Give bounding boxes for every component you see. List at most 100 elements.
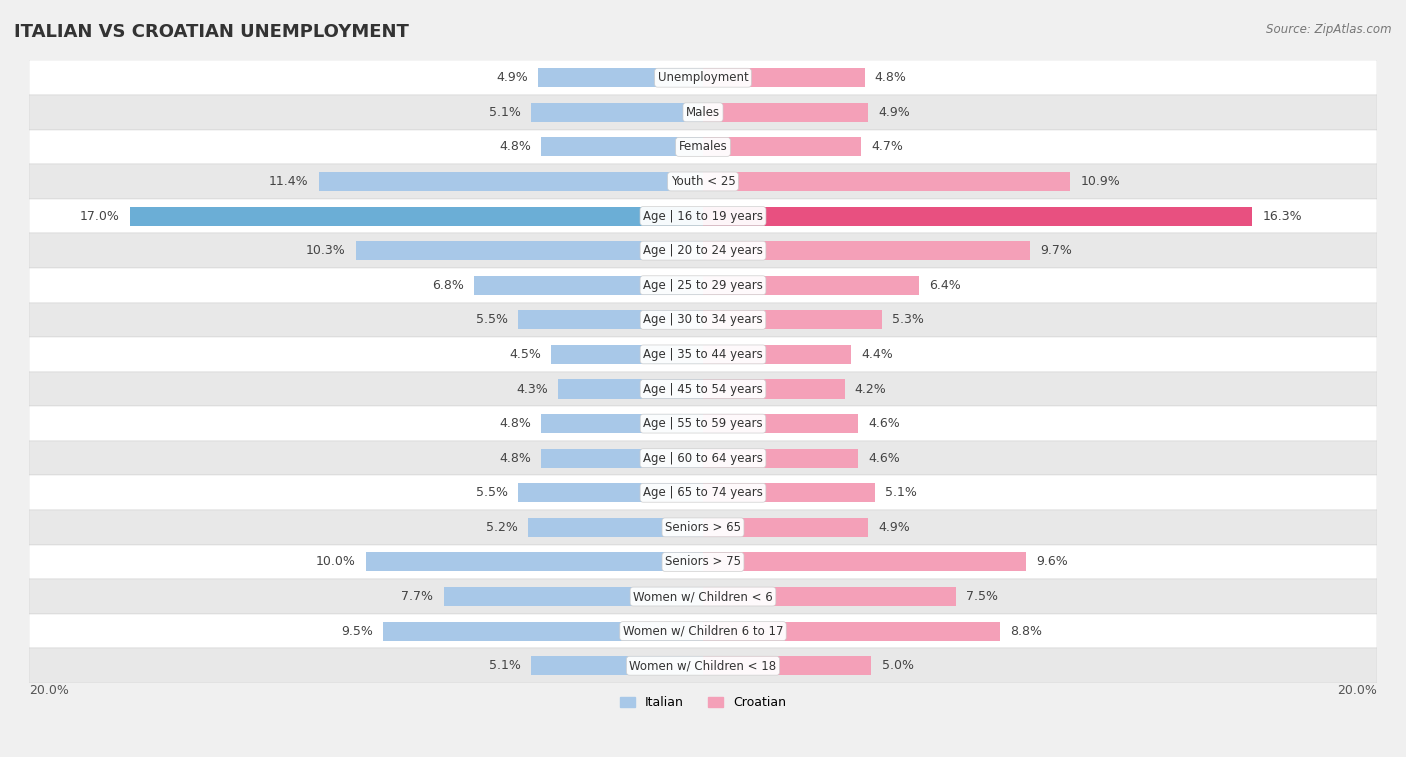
Bar — [531, 656, 703, 675]
Text: 9.5%: 9.5% — [340, 625, 373, 637]
Text: 5.3%: 5.3% — [891, 313, 924, 326]
Text: 7.5%: 7.5% — [966, 590, 998, 603]
Text: 4.2%: 4.2% — [855, 382, 886, 395]
Bar — [541, 137, 703, 157]
Bar — [30, 614, 1376, 649]
Bar — [527, 518, 703, 537]
Text: Seniors > 75: Seniors > 75 — [665, 556, 741, 569]
Bar — [703, 518, 868, 537]
Text: Age | 55 to 59 years: Age | 55 to 59 years — [643, 417, 763, 430]
Bar — [558, 379, 703, 398]
Bar — [703, 379, 845, 398]
Bar — [474, 276, 703, 294]
Text: Age | 35 to 44 years: Age | 35 to 44 years — [643, 348, 763, 361]
Text: Women w/ Children < 6: Women w/ Children < 6 — [633, 590, 773, 603]
Text: Females: Females — [679, 140, 727, 154]
Text: 6.8%: 6.8% — [432, 279, 464, 291]
Text: Source: ZipAtlas.com: Source: ZipAtlas.com — [1267, 23, 1392, 36]
Text: 5.0%: 5.0% — [882, 659, 914, 672]
Text: 10.0%: 10.0% — [316, 556, 356, 569]
Text: ITALIAN VS CROATIAN UNEMPLOYMENT: ITALIAN VS CROATIAN UNEMPLOYMENT — [14, 23, 409, 41]
Text: 9.7%: 9.7% — [1040, 245, 1071, 257]
Bar — [356, 241, 703, 260]
Bar — [703, 310, 882, 329]
Text: 9.6%: 9.6% — [1036, 556, 1069, 569]
Bar — [30, 407, 1376, 441]
Bar — [30, 95, 1376, 129]
Text: 4.8%: 4.8% — [499, 452, 531, 465]
Text: 4.3%: 4.3% — [516, 382, 548, 395]
Text: 10.9%: 10.9% — [1080, 175, 1121, 188]
Bar — [703, 621, 1000, 640]
Text: Age | 60 to 64 years: Age | 60 to 64 years — [643, 452, 763, 465]
Text: 7.7%: 7.7% — [402, 590, 433, 603]
Text: 6.4%: 6.4% — [929, 279, 960, 291]
Text: Age | 45 to 54 years: Age | 45 to 54 years — [643, 382, 763, 395]
Bar — [703, 449, 858, 468]
Text: Unemployment: Unemployment — [658, 71, 748, 84]
Bar — [30, 441, 1376, 475]
Bar — [703, 553, 1026, 572]
Text: 4.4%: 4.4% — [862, 348, 893, 361]
Bar — [703, 172, 1070, 191]
Text: Age | 25 to 29 years: Age | 25 to 29 years — [643, 279, 763, 291]
Bar — [541, 449, 703, 468]
Text: Age | 20 to 24 years: Age | 20 to 24 years — [643, 245, 763, 257]
Text: Women w/ Children 6 to 17: Women w/ Children 6 to 17 — [623, 625, 783, 637]
Bar — [30, 475, 1376, 510]
Bar — [319, 172, 703, 191]
Bar — [703, 137, 862, 157]
Text: 5.5%: 5.5% — [475, 313, 508, 326]
Bar — [703, 241, 1029, 260]
Text: 4.8%: 4.8% — [875, 71, 907, 84]
Text: 5.5%: 5.5% — [475, 486, 508, 500]
Bar — [703, 68, 865, 87]
Text: Youth < 25: Youth < 25 — [671, 175, 735, 188]
Text: 5.1%: 5.1% — [489, 659, 522, 672]
Bar — [30, 199, 1376, 233]
Bar — [443, 587, 703, 606]
Text: 5.1%: 5.1% — [884, 486, 917, 500]
Bar — [30, 164, 1376, 199]
Bar — [30, 510, 1376, 544]
Text: 17.0%: 17.0% — [80, 210, 120, 223]
Text: 10.3%: 10.3% — [307, 245, 346, 257]
Text: 4.9%: 4.9% — [496, 71, 527, 84]
Text: 20.0%: 20.0% — [1337, 684, 1376, 696]
Bar — [517, 483, 703, 503]
Bar — [551, 345, 703, 364]
Text: 16.3%: 16.3% — [1263, 210, 1302, 223]
Text: 20.0%: 20.0% — [30, 684, 69, 696]
Legend: Italian, Croatian: Italian, Croatian — [614, 691, 792, 714]
Text: Males: Males — [686, 106, 720, 119]
Bar — [703, 345, 851, 364]
Bar — [541, 414, 703, 433]
Bar — [382, 621, 703, 640]
Text: 5.1%: 5.1% — [489, 106, 522, 119]
Text: 4.7%: 4.7% — [872, 140, 904, 154]
Bar — [531, 103, 703, 122]
Text: 8.8%: 8.8% — [1010, 625, 1042, 637]
Bar — [703, 414, 858, 433]
Text: 4.8%: 4.8% — [499, 417, 531, 430]
Bar — [703, 207, 1253, 226]
Text: 4.6%: 4.6% — [868, 452, 900, 465]
Bar — [30, 233, 1376, 268]
Bar — [538, 68, 703, 87]
Text: Age | 16 to 19 years: Age | 16 to 19 years — [643, 210, 763, 223]
Bar — [30, 268, 1376, 303]
Bar — [30, 61, 1376, 95]
Text: 5.2%: 5.2% — [486, 521, 517, 534]
Bar — [703, 656, 872, 675]
Text: Women w/ Children < 18: Women w/ Children < 18 — [630, 659, 776, 672]
Text: 4.8%: 4.8% — [499, 140, 531, 154]
Text: 4.9%: 4.9% — [879, 106, 910, 119]
Bar — [703, 483, 875, 503]
Bar — [30, 544, 1376, 579]
Bar — [30, 303, 1376, 337]
Bar — [30, 579, 1376, 614]
Bar — [30, 129, 1376, 164]
Bar — [703, 276, 918, 294]
Bar — [30, 337, 1376, 372]
Bar — [517, 310, 703, 329]
